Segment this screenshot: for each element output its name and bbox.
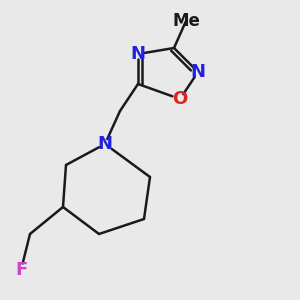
Text: N: N [190, 63, 206, 81]
Text: O: O [172, 90, 188, 108]
Text: N: N [98, 135, 112, 153]
Text: F: F [15, 261, 27, 279]
Text: N: N [130, 45, 146, 63]
Text: Me: Me [172, 12, 200, 30]
